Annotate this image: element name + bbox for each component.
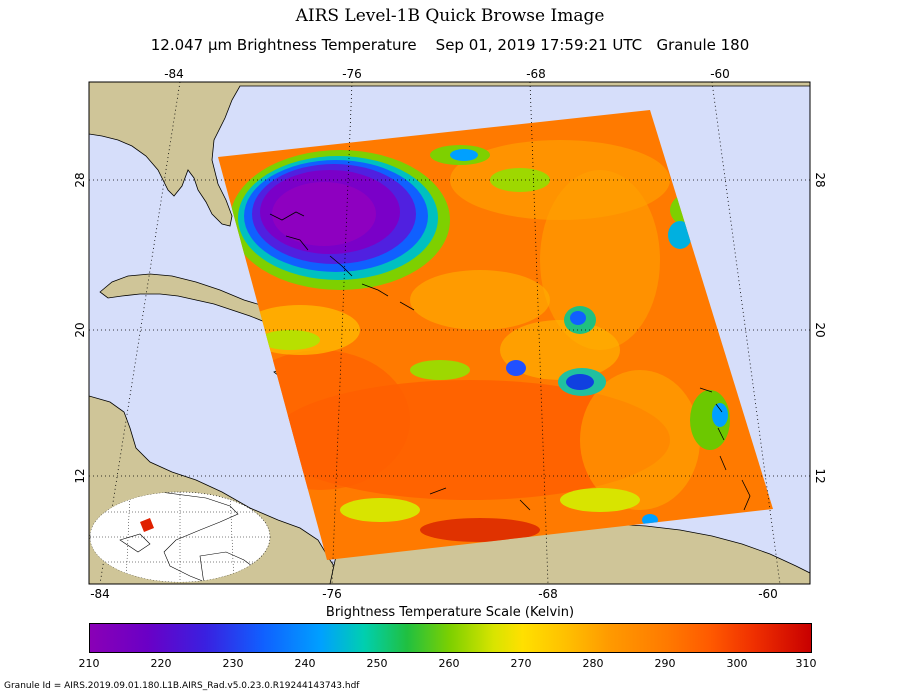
colorbar-tick-label: 250 bbox=[366, 657, 388, 670]
colorbar-tick-label: 290 bbox=[654, 657, 676, 670]
chart-subtitle: 12.047 µm Brightness Temperature Sep 01,… bbox=[150, 36, 750, 54]
colorbar-tick-label: 240 bbox=[294, 657, 316, 670]
map-frame bbox=[88, 81, 811, 585]
lon-label-bottom: -84 bbox=[90, 587, 110, 601]
colorbar-tick-label: 260 bbox=[438, 657, 460, 670]
lat-labels-right: 28 20 12 bbox=[813, 172, 827, 483]
lon-label-top: -60 bbox=[710, 67, 730, 81]
lon-label-top: -76 bbox=[342, 67, 362, 81]
lat-label-right: 20 bbox=[813, 322, 827, 337]
lat-label-right: 28 bbox=[813, 172, 827, 187]
inset-globe bbox=[89, 491, 271, 583]
lat-labels-left: 28 20 12 bbox=[73, 172, 87, 483]
colorbar-tick-label: 300 bbox=[726, 657, 748, 670]
colorbar-title: Brightness Temperature Scale (Kelvin) bbox=[325, 605, 575, 620]
chart-title: AIRS Level-1B Quick Browse Image bbox=[295, 6, 605, 26]
inset-granule-marker bbox=[140, 518, 154, 532]
lat-label-left: 12 bbox=[73, 468, 87, 483]
lon-label-bottom: -60 bbox=[758, 587, 778, 601]
lon-label-bottom: -76 bbox=[322, 587, 342, 601]
lat-label-left: 20 bbox=[73, 322, 87, 337]
lon-labels-top: -84 -76 -68 -60 bbox=[164, 67, 730, 81]
colorbar-tick-label: 280 bbox=[582, 657, 604, 670]
lon-label-bottom: -68 bbox=[538, 587, 558, 601]
colorbar-tick-label: 220 bbox=[150, 657, 172, 670]
granule-id-footer: Granule Id = AIRS.2019.09.01.180.L1B.AIR… bbox=[4, 681, 360, 691]
colorbar-tick-label: 270 bbox=[510, 657, 532, 670]
lon-label-top: -84 bbox=[164, 67, 184, 81]
lon-label-top: -68 bbox=[526, 67, 546, 81]
lat-label-right: 12 bbox=[813, 468, 827, 483]
graticule bbox=[89, 82, 810, 584]
colorbar bbox=[89, 623, 812, 653]
land-north-america bbox=[89, 82, 810, 227]
lat-label-left: 28 bbox=[73, 172, 87, 187]
colorbar-tick-label: 310 bbox=[795, 657, 817, 670]
lon-labels-bottom: -84 -76 -68 -60 bbox=[90, 587, 778, 601]
colorbar-tick-label: 230 bbox=[222, 657, 244, 670]
colorbar-tick-label: 210 bbox=[78, 657, 100, 670]
coastline-islands bbox=[269, 211, 751, 511]
